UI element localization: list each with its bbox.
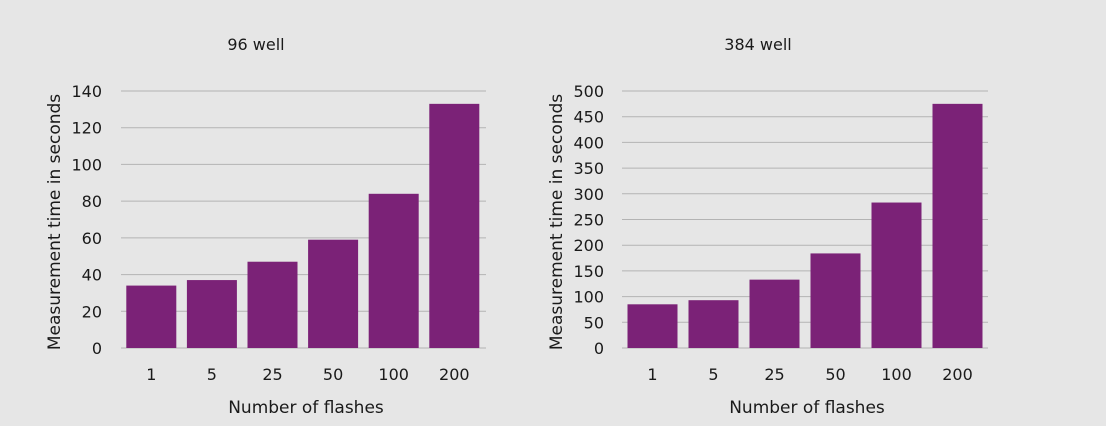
chart-title: 96 well [227,35,284,54]
bar-1 [126,285,177,348]
y-tick-label: 40 [82,266,102,285]
y-tick-label: 350 [573,159,604,178]
y-tick-labels: 0 20 40 60 80 100 120 140 [71,82,102,358]
bar-100 [871,202,922,348]
y-axis-label: Measurement time in seconds [45,94,65,350]
x-tick-label: 5 [207,365,217,384]
bar-25 [749,279,800,348]
x-tick-labels: 1 5 25 50 100 200 [647,365,972,384]
bar-5 [186,280,237,348]
y-tick-label: 300 [573,185,604,204]
y-tick-labels: 0 50 100 150 200 250 300 350 400 450 500 [573,82,604,358]
x-tick-label: 1 [647,365,657,384]
y-tick-label: 150 [573,262,604,281]
chart-384-well: 384 well 050100150200250300350400450500 … [547,35,988,418]
x-tick-label: 1 [146,365,156,384]
y-tick-label: 0 [594,339,604,358]
y-tick-label: 140 [71,82,102,101]
x-tick-label: 50 [323,365,343,384]
bars [126,103,480,348]
y-tick-label: 200 [573,236,604,255]
gridlines [121,90,486,349]
x-tick-label: 50 [825,365,845,384]
bar-200 [932,103,983,348]
y-tick-label: 100 [573,288,604,307]
bar-100 [368,193,419,348]
bar-1 [627,304,678,348]
bar-5 [688,300,739,348]
x-axis-label: Number of flashes [228,398,384,418]
bars [627,103,983,348]
x-tick-labels: 1 5 25 50 100 200 [146,365,469,384]
y-tick-label: 80 [82,192,102,211]
x-tick-label: 200 [942,365,973,384]
y-tick-label: 20 [82,302,102,321]
y-tick-label: 450 [573,108,604,127]
y-tick-label: 60 [82,229,102,248]
y-axis-label: Measurement time in seconds [547,94,567,350]
bar-50 [810,253,861,348]
y-tick-label: 100 [71,155,102,174]
x-tick-label: 25 [764,365,784,384]
y-tick-label: 400 [573,133,604,152]
bar-200 [429,103,480,348]
y-tick-label: 120 [71,119,102,138]
chart-title: 384 well [724,35,791,54]
x-tick-label: 100 [881,365,912,384]
y-tick-label: 500 [573,82,604,101]
x-tick-label: 25 [262,365,282,384]
x-tick-label: 5 [708,365,718,384]
x-axis-label: Number of flashes [729,398,885,418]
gridlines [622,90,988,349]
y-tick-label: 50 [584,313,604,332]
x-tick-label: 100 [378,365,409,384]
y-tick-label: 250 [573,211,604,230]
bar-25 [247,261,298,348]
x-tick-label: 200 [439,365,470,384]
bar-50 [308,239,359,348]
y-tick-label: 0 [92,339,102,358]
